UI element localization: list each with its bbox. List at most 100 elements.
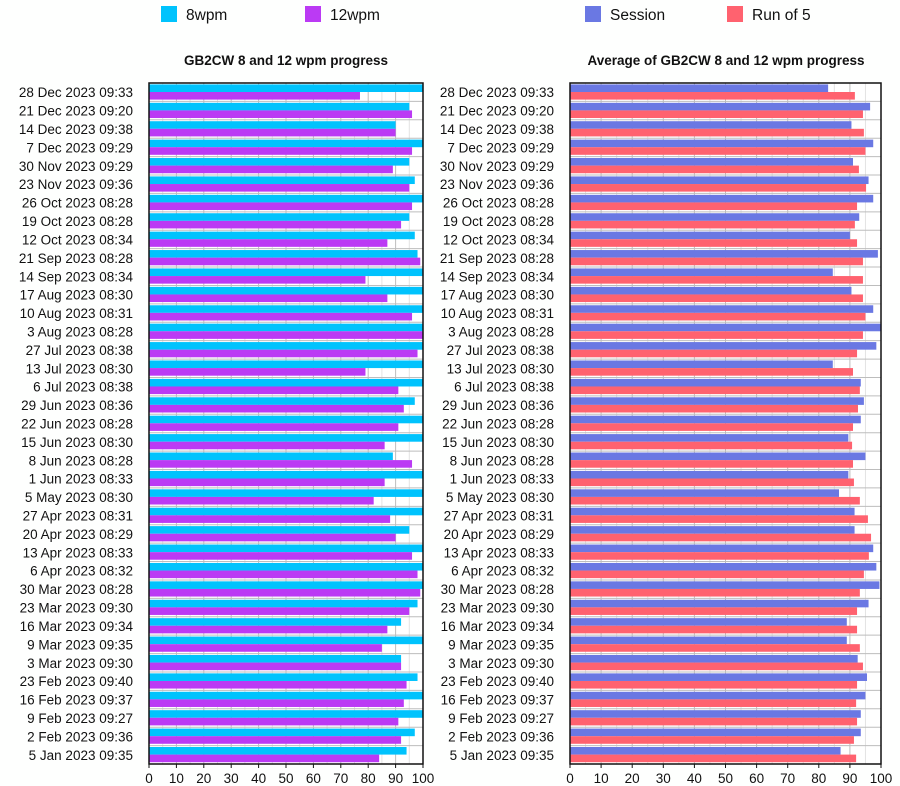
bar-session [570, 618, 847, 626]
bar-session [570, 176, 869, 185]
bar-run-of-5 [570, 257, 863, 266]
bar-session [570, 673, 868, 681]
bar-8wpm [149, 544, 423, 553]
category-label: 30 Nov 2023 09:29 [19, 159, 133, 174]
bar-run-of-5 [570, 110, 863, 119]
bar-8wpm [149, 691, 423, 700]
category-label: 28 Dec 2023 09:33 [19, 85, 133, 100]
category-label: 5 Jan 2023 09:35 [29, 748, 133, 763]
bar-session [570, 305, 874, 313]
bar-12wpm [149, 717, 399, 726]
category-label: 27 Apr 2023 08:31 [444, 509, 554, 524]
bar-run-of-5 [570, 644, 860, 652]
bar-8wpm [149, 415, 423, 424]
bar-session [570, 360, 833, 369]
category-label: 14 Sep 2023 08:34 [440, 269, 555, 284]
category-label: 9 Feb 2023 09:27 [448, 711, 554, 726]
bar-run-of-5 [570, 588, 860, 597]
bar-run-of-5 [570, 92, 855, 100]
bar-run-of-5 [570, 625, 858, 634]
category-label: 3 Aug 2023 08:28 [448, 324, 554, 339]
category-label: 21 Dec 2023 09:20 [19, 104, 133, 119]
category-label: 9 Feb 2023 09:27 [27, 711, 133, 726]
bar-run-of-5 [570, 276, 863, 284]
category-label: 23 Nov 2023 09:36 [440, 177, 554, 192]
bar-session [570, 250, 878, 258]
bar-session [570, 599, 869, 608]
bar-8wpm [149, 397, 415, 405]
bar-run-of-5 [570, 533, 872, 542]
bar-12wpm [149, 165, 393, 174]
x-tick-label: 60 [306, 771, 321, 786]
bar-12wpm [149, 202, 413, 211]
bar-session [570, 526, 855, 534]
category-label: 19 Oct 2023 08:28 [22, 214, 133, 229]
x-tick-label: 100 [412, 771, 435, 786]
x-tick-label: 20 [196, 771, 211, 786]
bar-session [570, 746, 841, 755]
category-label: 5 May 2023 08:30 [446, 490, 554, 505]
bar-session [570, 84, 829, 92]
bar-8wpm [149, 746, 407, 755]
bar-8wpm [149, 158, 410, 166]
category-label: 8 Jun 2023 08:28 [29, 453, 133, 468]
category-label: 3 Aug 2023 08:28 [27, 324, 133, 339]
x-tick-label: 10 [169, 771, 184, 786]
bar-12wpm [149, 349, 418, 358]
bar-8wpm [149, 618, 402, 626]
category-label: 16 Mar 2023 09:34 [441, 619, 555, 634]
bar-session [570, 507, 855, 516]
bar-8wpm [149, 654, 402, 663]
chart-2: Session Run of 5 Average of GB2CW 8 and 12… [440, 6, 892, 786]
bar-run-of-5 [570, 239, 858, 247]
bar-run-of-5 [570, 404, 858, 413]
bar-run-of-5 [570, 460, 854, 468]
bar-12wpm [149, 754, 380, 763]
category-label: 27 Jul 2023 08:38 [26, 343, 133, 358]
category-label: 9 Mar 2023 09:35 [27, 637, 133, 652]
category-label: 15 Jun 2023 08:30 [21, 435, 133, 450]
bar-8wpm [149, 121, 396, 129]
category-label: 30 Nov 2023 09:29 [440, 159, 554, 174]
bar-run-of-5 [570, 736, 854, 744]
bar-8wpm [149, 434, 423, 442]
bar-8wpm [149, 562, 423, 571]
category-label: 14 Dec 2023 09:38 [19, 122, 133, 137]
bar-session [570, 378, 861, 387]
x-tick-label: 20 [625, 771, 640, 786]
bar-session [570, 728, 861, 737]
bar-run-of-5 [570, 441, 853, 450]
category-label: 21 Sep 2023 08:28 [19, 251, 133, 266]
bar-run-of-5 [570, 699, 857, 707]
x-tick-label: 30 [224, 771, 239, 786]
bar-8wpm [149, 231, 415, 240]
bar-8wpm [149, 526, 410, 534]
bar-12wpm [149, 607, 410, 615]
bar-run-of-5 [570, 680, 858, 689]
bar-12wpm [149, 441, 385, 450]
bar-8wpm [149, 102, 410, 111]
bar-session [570, 139, 874, 148]
category-label: 17 Aug 2023 08:30 [441, 288, 554, 303]
legend-label: Run of 5 [752, 7, 811, 24]
category-label: 22 Jun 2023 08:28 [442, 417, 554, 432]
bar-12wpm [149, 147, 413, 155]
bar-run-of-5 [570, 294, 863, 303]
bar-run-of-5 [570, 368, 854, 376]
bar-run-of-5 [570, 128, 864, 137]
bar-8wpm [149, 507, 423, 516]
bar-run-of-5 [570, 184, 867, 192]
bar-8wpm [149, 213, 410, 221]
bar-12wpm [149, 220, 402, 229]
bar-12wpm [149, 423, 399, 431]
bar-8wpm [149, 84, 423, 92]
bar-run-of-5 [570, 147, 866, 155]
category-label: 20 Apr 2023 08:29 [444, 527, 554, 542]
chart-1: 8wpm 12wpm GB2CW 8 and 12 wpm progress 28 D… [19, 6, 434, 786]
bar-session [570, 562, 877, 571]
bar-8wpm [149, 268, 423, 277]
bar-12wpm [149, 368, 366, 376]
category-label: 27 Jul 2023 08:38 [447, 343, 554, 358]
bar-12wpm [149, 515, 391, 523]
x-tick-label: 90 [388, 771, 403, 786]
